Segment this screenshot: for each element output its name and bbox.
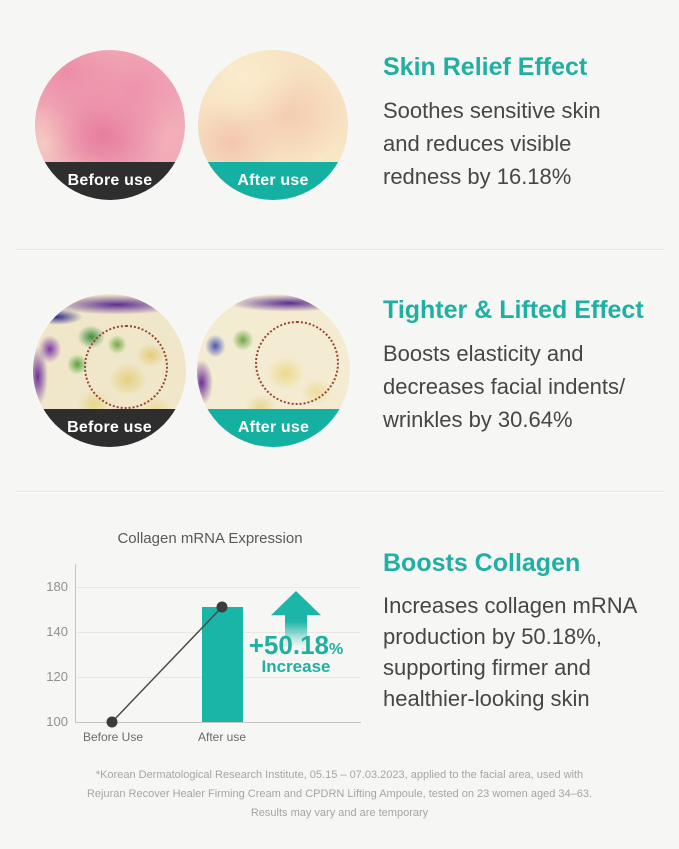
data-point-before — [106, 716, 118, 728]
disclaimer-footnote: *Korean Dermatological Research Institut… — [86, 769, 593, 819]
increase-number: +50.18 — [248, 630, 329, 660]
section-divider — [15, 491, 664, 492]
boosts-collagen-body: Increases collagen mRNA production by 50… — [383, 593, 638, 711]
skin-relief-before-photo: Before use — [35, 50, 185, 200]
chart-title: Collagen mRNA Expression — [117, 530, 303, 547]
skin-relief-heading: Skin Relief Effect — [383, 53, 588, 81]
tighter-lifted-before-photo: Before use — [33, 294, 186, 447]
before-use-label-band: Before use — [33, 409, 186, 447]
before-use-label: Before use — [67, 419, 152, 436]
x-tick-before-use: Before Use — [82, 730, 144, 744]
boosts-collagen-heading: Boosts Collagen — [383, 549, 581, 577]
y-tick-140: 140 — [46, 624, 68, 639]
before-use-label: Before use — [67, 172, 153, 189]
y-axis-line — [75, 564, 76, 723]
tighter-lifted-body: Boosts elasticity and decreases facial i… — [383, 341, 626, 432]
skin-relief-text-block: Skin Relief Effect Soothes sensitive ski… — [383, 52, 658, 193]
trend-line — [111, 606, 223, 723]
after-use-bar — [202, 607, 243, 722]
percent-sign: % — [329, 641, 344, 658]
y-tick-120: 120 — [46, 669, 68, 684]
x-axis-line — [75, 722, 361, 723]
after-use-label: After use — [237, 419, 310, 436]
increase-value: +50.18% — [238, 632, 354, 663]
gridline-180 — [76, 587, 360, 588]
highlight-ring — [255, 321, 339, 405]
after-use-label-band: After use — [197, 409, 350, 447]
highlight-ring — [84, 325, 168, 409]
skin-relief-body: Soothes sensitive skin and reduces visib… — [383, 98, 601, 189]
y-tick-100: 100 — [46, 714, 68, 729]
skin-relief-after-photo: After use — [198, 50, 348, 200]
tighter-lifted-heading: Tighter & Lifted Effect — [383, 296, 644, 324]
y-tick-180: 180 — [46, 579, 68, 594]
data-point-after — [216, 601, 228, 613]
boosts-collagen-text-block: Boosts Collagen Increases collagen mRNA … — [383, 548, 663, 714]
increase-label: Increase — [261, 657, 331, 676]
tighter-lifted-text-block: Tighter & Lifted Effect Boosts elasticit… — [383, 295, 668, 436]
section-divider — [15, 249, 664, 250]
trend-line-plot — [106, 601, 228, 728]
tighter-lifted-after-photo: After use — [197, 294, 350, 447]
after-use-label-band: After use — [198, 162, 348, 200]
x-tick-after-use: After use — [197, 730, 247, 744]
after-use-label: After use — [237, 172, 309, 189]
before-use-label-band: Before use — [35, 162, 185, 200]
